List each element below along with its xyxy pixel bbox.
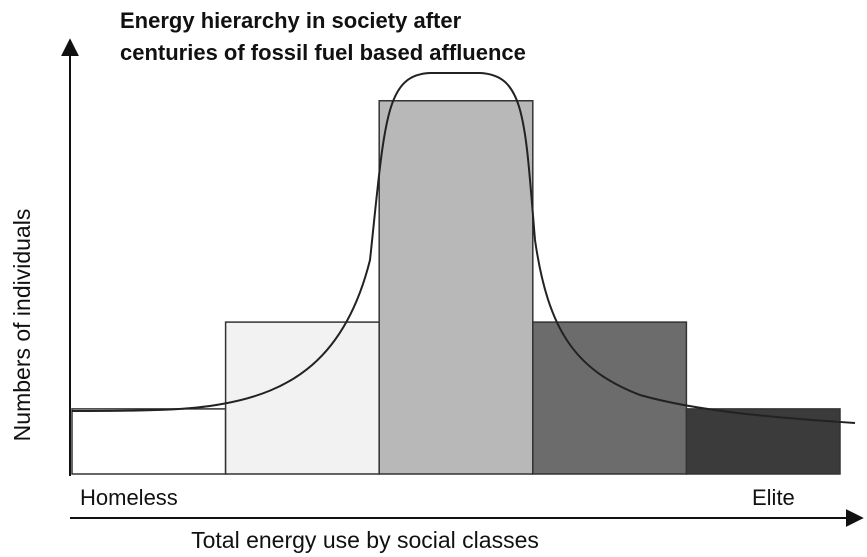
bar [532,321,688,475]
y-axis-label: Numbers of individuals [9,209,35,442]
bar [71,408,227,475]
chart-title: Energy hierarchy in society after [120,8,462,33]
chart-title: centuries of fossil fuel based affluence [120,40,526,65]
x-axis-label: Total energy use by social classes [191,527,539,553]
bar [685,408,841,475]
x-end-label: Elite [752,485,795,510]
x-start-label: Homeless [80,485,178,510]
distribution-curve [71,72,856,424]
bar [378,100,534,475]
